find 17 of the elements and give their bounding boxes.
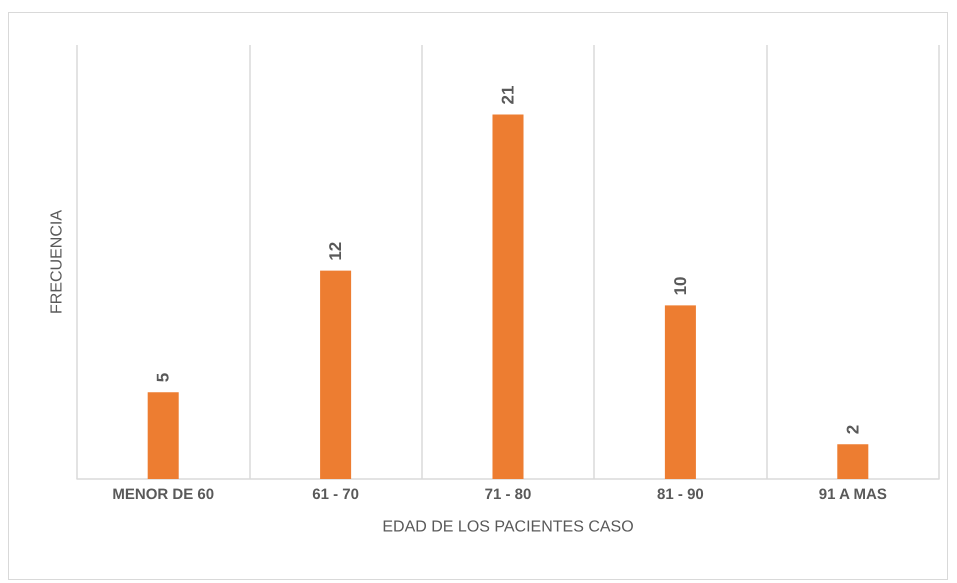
x-tick-label: 81 - 90 <box>657 486 704 503</box>
bar <box>148 392 179 479</box>
x-tick-label: 71 - 80 <box>484 486 532 503</box>
data-label: 5 <box>154 372 173 382</box>
y-axis-title: FRECUENCIA <box>48 210 66 314</box>
bar <box>320 270 352 479</box>
x-axis-title: EDAD DE LOS PACIENTES CASO <box>382 518 634 536</box>
x-tick-label: 61 - 70 <box>312 486 359 503</box>
data-label: 2 <box>843 424 862 434</box>
data-label: 12 <box>326 242 346 261</box>
bar <box>837 444 868 479</box>
data-label: 21 <box>498 86 518 104</box>
x-tick-label: MENOR DE 60 <box>112 486 214 503</box>
bar <box>664 305 696 479</box>
bar <box>492 114 524 479</box>
x-tick-label: 91 A MAS <box>818 486 887 503</box>
data-label: 10 <box>670 276 690 296</box>
